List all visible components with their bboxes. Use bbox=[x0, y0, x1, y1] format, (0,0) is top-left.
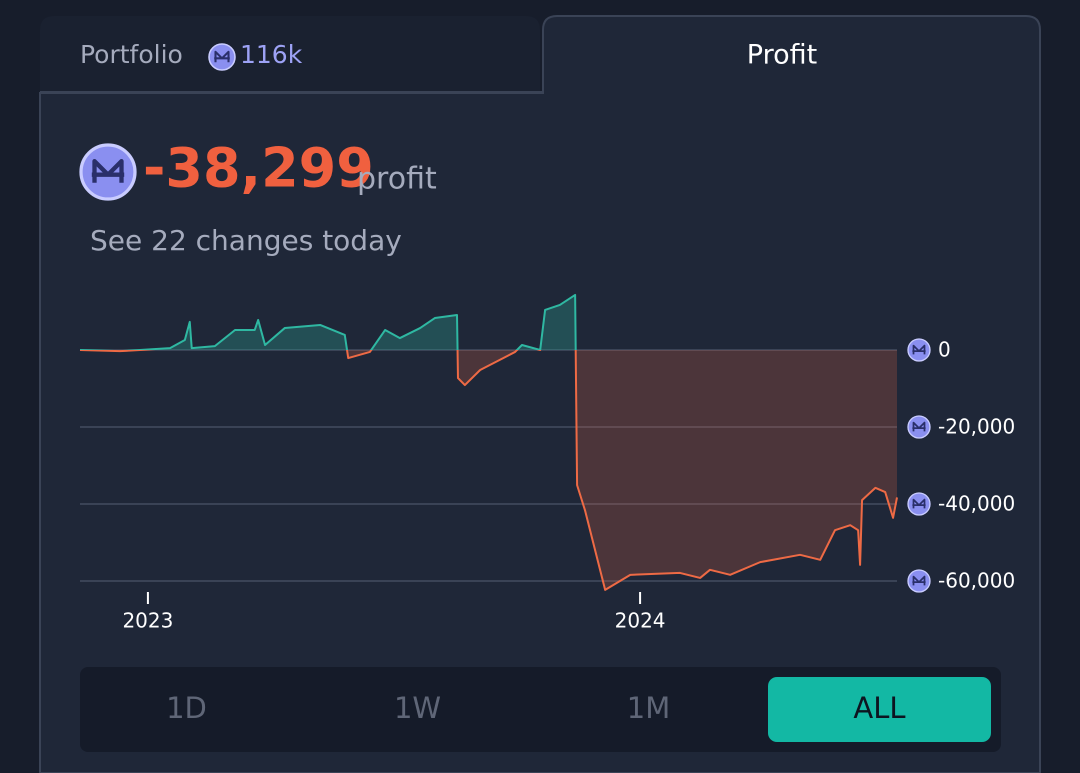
tab-value: 116k bbox=[240, 40, 303, 69]
icon-glyph bbox=[91, 159, 125, 183]
mana-icon bbox=[79, 143, 137, 201]
mana-icon bbox=[208, 43, 236, 71]
y-tick-label: -20,000 bbox=[938, 415, 1015, 439]
range-button[interactable]: 1D bbox=[166, 691, 207, 725]
y-tick-label: -60,000 bbox=[938, 569, 1015, 593]
y-tick-label: 0 bbox=[938, 338, 951, 362]
tab-label[interactable]: Portfolio bbox=[80, 40, 183, 69]
range-button[interactable]: ALL bbox=[853, 691, 905, 725]
range-button[interactable]: 1W bbox=[394, 691, 441, 725]
tab-border bbox=[40, 91, 543, 94]
icon-glyph bbox=[912, 575, 926, 586]
profit-label: profit bbox=[357, 162, 437, 197]
area bbox=[80, 350, 897, 590]
line bbox=[80, 293, 577, 350]
x-tick-label: 2024 bbox=[615, 609, 666, 633]
chart: 0 -20,000 -40,000 -60,000 2023 2024 bbox=[79, 293, 1015, 633]
portfolio-tab[interactable] bbox=[40, 16, 540, 93]
icon-glyph bbox=[912, 421, 926, 432]
range-buttons: 1D 1W 1M ALL bbox=[166, 677, 991, 742]
range-button[interactable]: 1M bbox=[627, 691, 670, 725]
y-tick-label: -40,000 bbox=[938, 492, 1015, 516]
icon-glyph bbox=[912, 498, 926, 509]
icon-glyph bbox=[912, 344, 926, 355]
icon-glyph bbox=[214, 50, 230, 63]
profit-value: -38,299 bbox=[143, 137, 374, 200]
line bbox=[79, 350, 898, 591]
changes-link[interactable]: See 22 changes today bbox=[90, 224, 402, 257]
area bbox=[80, 294, 897, 350]
x-tick-label: 2023 bbox=[122, 609, 173, 633]
panel bbox=[39, 15, 1041, 773]
range-button-bg[interactable] bbox=[768, 677, 991, 742]
tab-label[interactable]: Profit bbox=[747, 40, 817, 71]
